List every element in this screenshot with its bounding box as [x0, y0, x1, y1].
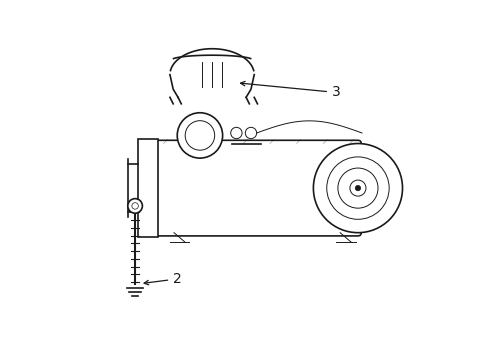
Circle shape	[349, 180, 365, 196]
Circle shape	[313, 144, 402, 233]
Circle shape	[337, 168, 377, 208]
Circle shape	[355, 185, 360, 191]
Text: 2: 2	[144, 272, 182, 286]
Circle shape	[185, 121, 214, 150]
Circle shape	[230, 127, 242, 139]
Bar	[137, 139, 158, 237]
FancyBboxPatch shape	[152, 140, 361, 236]
Circle shape	[132, 203, 138, 209]
Circle shape	[127, 199, 142, 213]
Text: 3: 3	[240, 81, 340, 99]
Circle shape	[326, 157, 388, 219]
Circle shape	[245, 127, 256, 139]
Text: 1: 1	[353, 175, 362, 189]
Circle shape	[177, 113, 222, 158]
